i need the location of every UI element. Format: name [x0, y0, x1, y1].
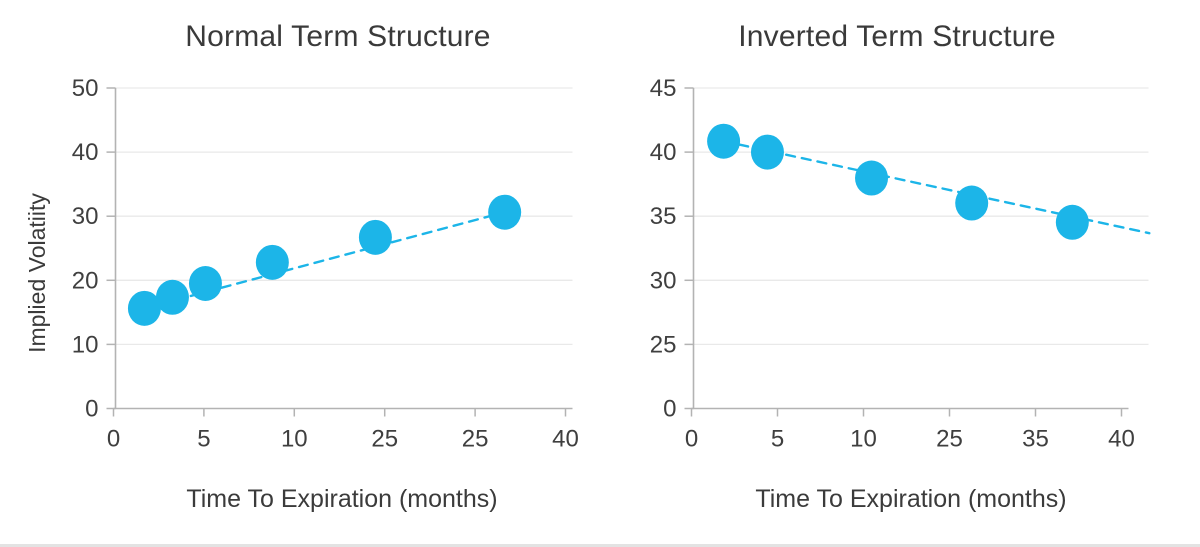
- data-point: [155, 279, 189, 315]
- data-point: [750, 134, 784, 170]
- y-tick-label: 30: [650, 267, 677, 294]
- data-point: [255, 244, 289, 280]
- y-tick-label: 20: [72, 267, 99, 294]
- y-tick-label: 0: [85, 396, 98, 423]
- x-tick-label: 10: [850, 426, 877, 453]
- x-tick-label: 40: [552, 426, 579, 453]
- y-tick-label: 40: [650, 139, 677, 166]
- x-tick-label: 25: [462, 426, 489, 453]
- y-tick-label: 50: [72, 75, 99, 102]
- x-tick-label: 25: [371, 426, 398, 453]
- y-tick-label: 40: [72, 139, 99, 166]
- bottom-divider: [0, 544, 1200, 547]
- x-tick-label: 0: [107, 426, 120, 453]
- y-tick-label: 10: [72, 331, 99, 358]
- data-point: [707, 123, 741, 159]
- x-tick-label: 35: [1022, 426, 1049, 453]
- x-tick-label: 5: [197, 426, 210, 453]
- data-point: [855, 160, 889, 196]
- data-point: [955, 185, 989, 221]
- x-tick-label: 40: [1108, 426, 1135, 453]
- data-point: [358, 219, 392, 255]
- x-tick-label: 25: [936, 426, 963, 453]
- data-point: [127, 290, 161, 326]
- trendline-dashed: [143, 210, 506, 310]
- x-tick-label: 5: [771, 426, 784, 453]
- y-tick-label: 0: [663, 396, 676, 423]
- x-tick-label: 10: [281, 426, 308, 453]
- trendline-dashed: [722, 140, 1151, 235]
- y-tick-label: 25: [650, 331, 677, 358]
- data-point: [1055, 204, 1089, 240]
- y-tick-label: 35: [650, 203, 677, 230]
- data-point: [488, 194, 522, 230]
- y-tick-label: 45: [650, 75, 677, 102]
- y-tick-label: 30: [72, 203, 99, 230]
- x-tick-label: 0: [685, 426, 698, 453]
- data-point: [188, 266, 222, 302]
